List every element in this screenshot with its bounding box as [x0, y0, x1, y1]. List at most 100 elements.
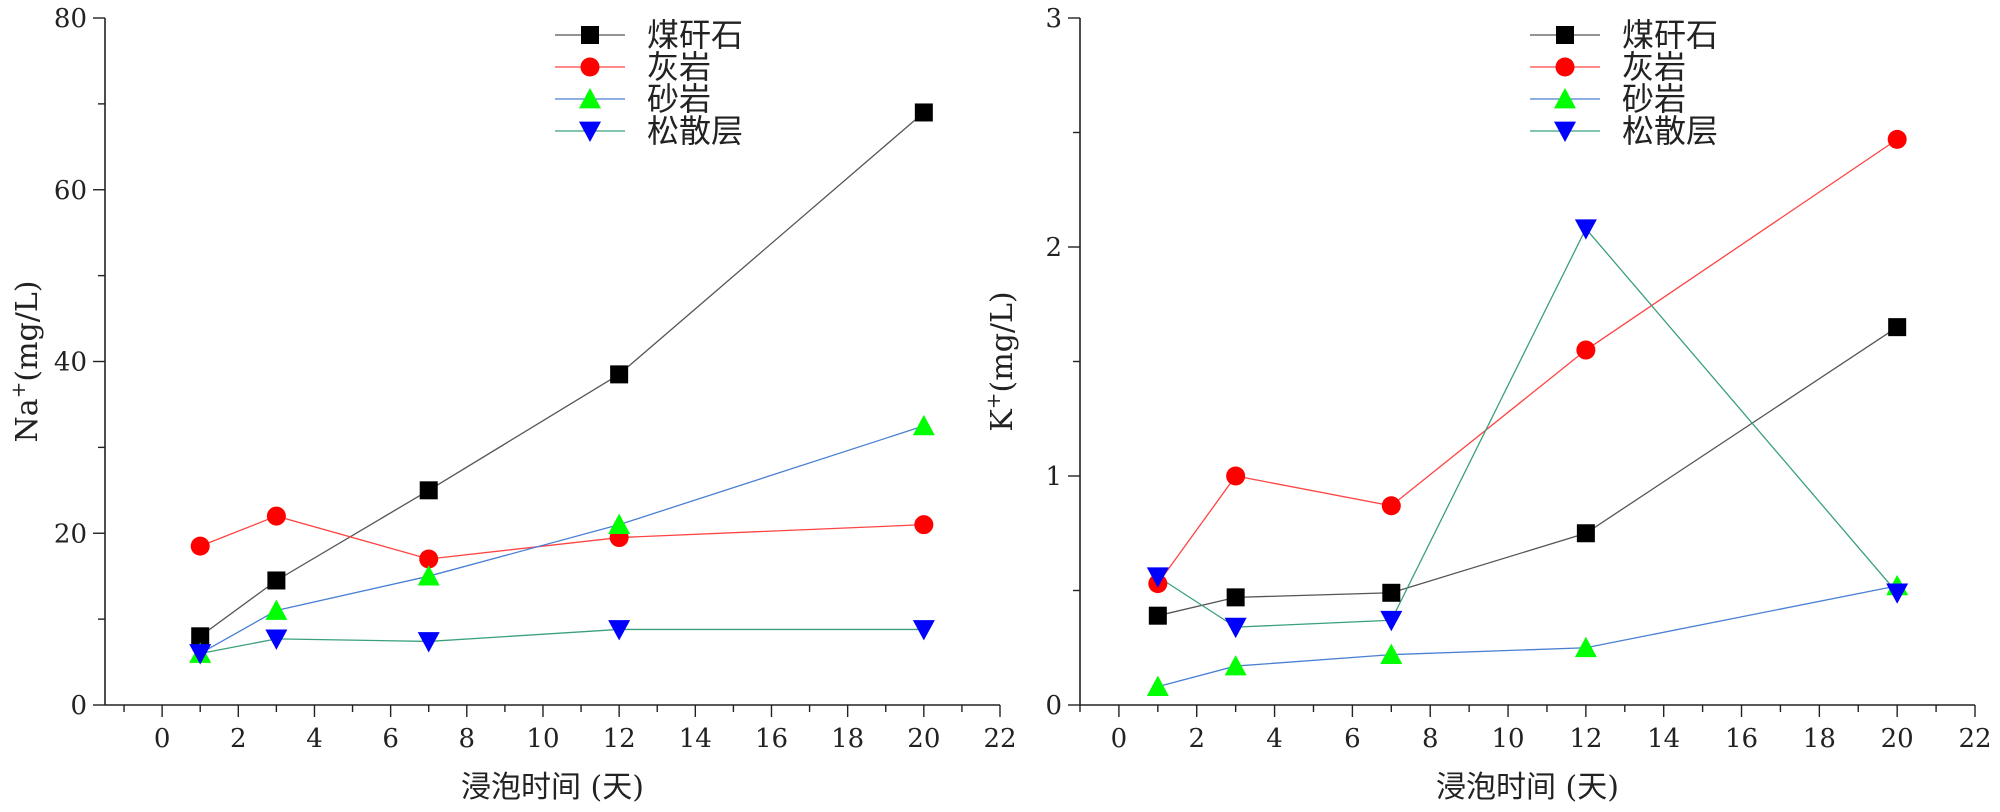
data-point: [1226, 588, 1245, 607]
legend-marker: [1555, 57, 1575, 77]
y-tick-label: 20: [54, 519, 87, 549]
data-point: [417, 632, 440, 653]
legend-label: 灰岩: [647, 48, 711, 86]
x-tick-label: 4: [306, 724, 323, 754]
series-line-3: [1157, 585, 1898, 688]
series-line-4: [1157, 227, 1898, 628]
y-tick-label: 1: [1045, 462, 1062, 492]
series-markers-4: [189, 620, 935, 665]
x-tick-label: 14: [1647, 724, 1680, 754]
data-point: [190, 536, 210, 556]
legend-label: 砂岩: [1622, 80, 1686, 118]
data-point: [1380, 610, 1403, 632]
legend-label: 灰岩: [1622, 48, 1686, 86]
series-markers-3: [1146, 574, 1909, 697]
legend-label: 煤矸石: [647, 16, 743, 54]
legend-label: 砂岩: [647, 80, 711, 118]
y-tick-label: 40: [54, 348, 87, 378]
y-axis-label-unit: (mg/L): [985, 291, 1020, 392]
series-line-2: [199, 515, 924, 560]
series-line-1: [199, 111, 925, 637]
x-tick-label: 16: [755, 724, 788, 754]
y-axis-label: Na+(mg/L): [6, 281, 45, 443]
x-tick-label: 6: [382, 724, 399, 754]
data-point: [610, 365, 629, 384]
x-tick-label: 22: [983, 724, 1016, 754]
data-point: [265, 599, 288, 620]
x-tick-label: 22: [1958, 724, 1991, 754]
x-tick-label: 16: [1725, 724, 1758, 754]
data-point: [1148, 606, 1167, 625]
y-axis-label-sup: +: [6, 382, 30, 399]
series-markers-4: [1146, 219, 1909, 639]
x-tick-label: 8: [1422, 724, 1439, 754]
data-point: [266, 506, 286, 526]
y-axis-label: K+(mg/L): [981, 291, 1020, 431]
data-point: [1888, 318, 1907, 337]
series-markers-2: [190, 506, 934, 569]
y-axis-label-base: K: [985, 409, 1020, 432]
data-point: [1886, 583, 1909, 604]
legend-marker: [1556, 26, 1574, 44]
data-point: [419, 549, 439, 569]
legend-label: 松散层: [647, 112, 743, 150]
y-tick-label: 0: [70, 691, 87, 721]
data-point: [265, 629, 288, 650]
series-markers-1: [1148, 318, 1907, 625]
y-tick-label: 3: [1045, 4, 1062, 34]
y-tick-label: 0: [1045, 691, 1062, 721]
x-tick-label: 0: [154, 724, 171, 754]
data-point: [912, 414, 935, 436]
data-point: [1574, 219, 1597, 240]
y-tick-label: 80: [54, 4, 87, 34]
data-point: [608, 513, 631, 535]
data-point: [1887, 129, 1907, 149]
x-tick-label: 10: [526, 724, 559, 754]
x-tick-label: 20: [1881, 724, 1914, 754]
series-line-3: [199, 425, 925, 655]
y-tick-label: 60: [54, 176, 87, 206]
x-tick-label: 6: [1344, 724, 1361, 754]
data-point: [914, 103, 933, 122]
series-markers-2: [1148, 129, 1907, 594]
x-axis-label: 浸泡时间 (天): [1436, 770, 1619, 805]
series-line-4: [200, 628, 924, 655]
legend-marker: [1554, 121, 1576, 142]
x-tick-label: 2: [1188, 724, 1205, 754]
x-tick-label: 0: [1111, 724, 1128, 754]
legend-marker: [580, 57, 600, 77]
data-point: [1382, 583, 1401, 602]
series-line-2: [1157, 138, 1898, 585]
legend-marker: [579, 88, 601, 109]
data-point: [1574, 636, 1597, 658]
data-point: [189, 644, 212, 665]
data-point: [1226, 466, 1246, 486]
x-axis-label: 浸泡时间 (天): [461, 770, 644, 805]
y-axis-label-unit: (mg/L): [10, 281, 45, 382]
x-tick-label: 18: [1803, 724, 1836, 754]
x-tick-label: 12: [603, 724, 636, 754]
y-axis-label-base: Na: [10, 398, 45, 442]
series-line-1: [1157, 326, 1898, 617]
data-point: [912, 620, 935, 641]
series-markers-3: [189, 414, 935, 663]
data-point: [914, 515, 934, 535]
x-tick-label: 18: [831, 724, 864, 754]
data-point: [1146, 567, 1169, 588]
legend-marker: [581, 26, 599, 44]
legend-label: 煤矸石: [1622, 16, 1718, 54]
data-point: [1146, 675, 1169, 697]
x-tick-label: 20: [907, 724, 940, 754]
x-tick-label: 10: [1491, 724, 1524, 754]
data-point: [191, 627, 210, 646]
data-point: [417, 565, 440, 586]
data-point: [608, 620, 631, 641]
legend-marker: [579, 121, 601, 142]
series-markers-1: [191, 103, 933, 646]
x-tick-label: 4: [1266, 724, 1283, 754]
